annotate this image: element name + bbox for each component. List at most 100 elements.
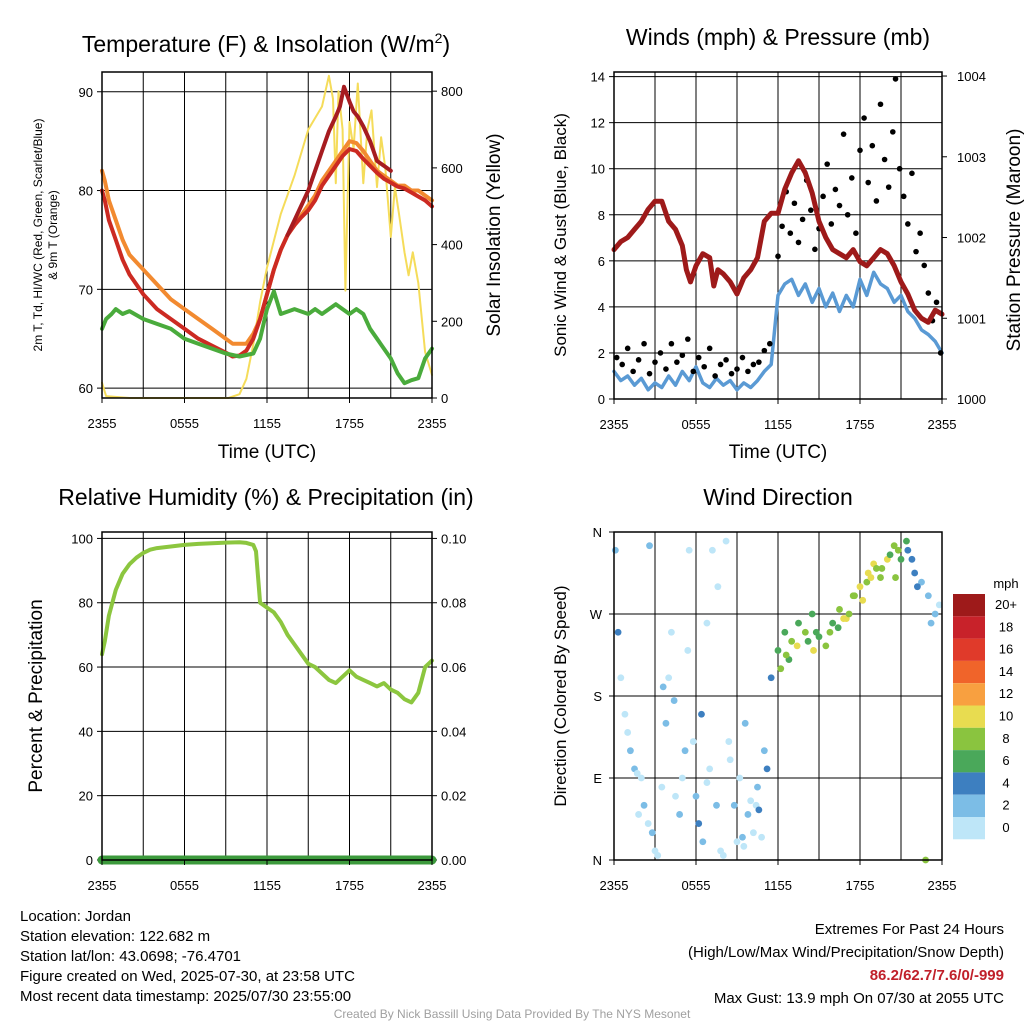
precip-ytick-label: 0.00 (441, 853, 466, 868)
location-text: Location: Jordan (20, 908, 131, 925)
direction-point (678, 774, 686, 782)
precip-ytick-label: 0.10 (441, 531, 466, 546)
direction-point (726, 756, 734, 764)
dir-xtick-label: 2355 (928, 878, 957, 893)
direction-point (863, 578, 871, 586)
temp-xtick-label: 1755 (335, 416, 364, 431)
direction-point (637, 774, 645, 782)
insolation-ytick-label: 800 (441, 84, 463, 99)
direction-point (810, 647, 817, 654)
direction-point (777, 665, 785, 673)
temp-ylabel-line2: & 9m T (Orange) (46, 190, 60, 280)
direction-point (640, 801, 648, 809)
gust-point (668, 340, 675, 347)
direction-point (698, 710, 705, 718)
temp-ylabel-line1: 2m T, Td, HI/WC (Red, Green, Scarlet/Blu… (31, 119, 45, 352)
legend-label: 16 (999, 642, 1013, 657)
rh-ytick-label: 20 (79, 789, 93, 804)
direction-point (665, 674, 673, 682)
direction-point (670, 697, 678, 704)
gust-point (808, 207, 814, 213)
insolation-ylabel: Solar Insolation (Yellow) (484, 133, 505, 336)
gust-point (717, 361, 724, 368)
direction-point (725, 738, 733, 745)
wind-title: Winds (mph) & Pressure (mb) (626, 24, 930, 50)
direction-point (767, 674, 775, 682)
direction-point (703, 619, 711, 627)
direction-point (662, 719, 670, 727)
gust-point (857, 147, 863, 154)
legend-label: 20+ (995, 597, 1017, 612)
dir-ytick-label: N (593, 525, 602, 540)
direction-point (856, 583, 864, 591)
direction-point (845, 610, 853, 618)
gust-point (828, 221, 835, 227)
direction-point (699, 838, 707, 846)
direction-point (747, 797, 755, 805)
insolation-ytick-label: 600 (441, 161, 463, 176)
heat_index-line (285, 84, 393, 237)
wind-ylabel: Sonic Wind & Gust (Blue, Black) (551, 113, 570, 357)
direction-point (684, 647, 692, 654)
gust-point (695, 354, 702, 361)
rh-xtick-label: 2355 (88, 878, 117, 893)
gust-point (885, 184, 892, 190)
pressure-ytick-label: 1000 (957, 392, 986, 407)
dir-ytick-label: N (593, 853, 602, 868)
dir-xtick-label: 0555 (682, 878, 711, 893)
recent-data-text: Most recent data timestamp: 2025/07/30 2… (20, 988, 352, 1005)
direction-point (621, 710, 629, 718)
wind-xtick-label: 0555 (682, 417, 711, 432)
direction-point (927, 619, 935, 627)
dewpoint-line (100, 289, 434, 386)
credit-text: Created By Nick Bassill Using Data Provi… (333, 1007, 691, 1021)
gust-point (890, 129, 896, 135)
speed-legend: mph 20+ 18 16 14 12 10 8 6 4 2 0 (953, 576, 1019, 840)
gust-point (641, 340, 647, 347)
direction-point (646, 542, 653, 550)
gust-point (861, 115, 867, 121)
direction-point (760, 747, 768, 755)
direction-point (935, 601, 943, 609)
gust-point (787, 230, 794, 236)
temp-ytick-label: 70 (79, 282, 93, 297)
gust-point (865, 179, 871, 186)
direction-point (617, 674, 625, 682)
insolation-ytick-label: 400 (441, 238, 463, 253)
extremes-legend: (High/Low/Max Wind/Precipitation/Snow De… (688, 944, 1004, 961)
direction-point (758, 833, 765, 841)
direction-point (822, 642, 830, 650)
extremes-values: 86.2/62.7/7.6/0/-999 (869, 967, 1004, 984)
legend-swatch (953, 660, 985, 684)
gust-point (646, 370, 653, 377)
temp-xtick-label: 0555 (170, 416, 199, 431)
direction-point (627, 747, 634, 755)
gust-point (663, 366, 669, 372)
direction-point (676, 811, 683, 818)
legend-swatch (953, 772, 985, 795)
temp-title: Temperature (F) & Insolation (W/m2) (82, 30, 450, 57)
rh-xtick-label: 0555 (170, 878, 199, 893)
gust-point (679, 352, 686, 359)
gust-point (728, 370, 735, 377)
direction-point (635, 811, 642, 818)
direction-point (706, 765, 714, 773)
gust-point (685, 336, 691, 342)
dir-xtick-label: 1755 (846, 878, 875, 893)
gust-point (756, 359, 762, 365)
direction-point (755, 806, 763, 814)
wind-ytick-label: 4 (598, 300, 605, 315)
wind-speed-line (612, 270, 944, 392)
direction-point (836, 606, 843, 613)
gust-point (652, 359, 658, 365)
wind-ytick-label: 12 (591, 116, 605, 131)
direction-point (754, 783, 761, 791)
insolation-ytick-label: 0 (441, 391, 448, 406)
dir-ytick-label: W (590, 607, 603, 622)
gust-point (723, 357, 729, 363)
gust-point (712, 373, 718, 379)
latlon-text: Station lat/lon: 43.0698; -76.4701 (20, 948, 242, 965)
wind-ytick-label: 2 (598, 346, 605, 361)
gust-point (657, 350, 664, 356)
direction-point (808, 610, 816, 618)
